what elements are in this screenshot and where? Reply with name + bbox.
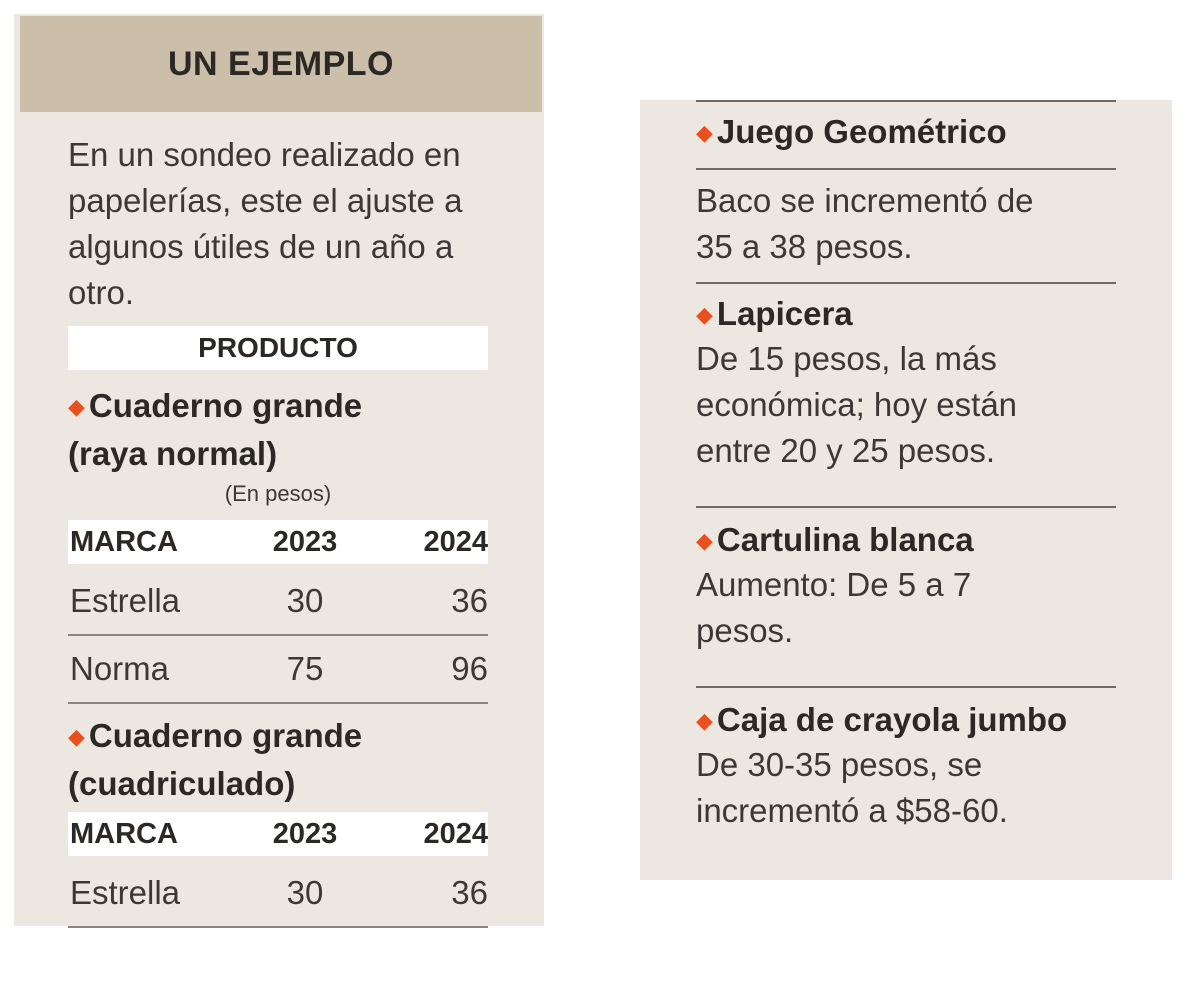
item-line: Baco se incrementó de	[696, 182, 1034, 219]
cell-2024: 36	[451, 582, 488, 619]
item-description: De 30-35 pesos, se incrementó a $58-60.	[696, 742, 1156, 834]
product-title-line1: Cuaderno grande	[88, 717, 363, 754]
unit-note: (En pesos)	[224, 481, 332, 506]
header-year-2024: 2024	[423, 817, 488, 850]
header-year-2023: 2023	[272, 525, 338, 558]
product-title-line2: (cuadriculado)	[68, 765, 296, 802]
table-row: Norma 75 96	[68, 636, 488, 704]
bullet-icon: ◆	[696, 302, 713, 327]
divider	[696, 506, 1116, 508]
cell-2024: 96	[451, 650, 488, 687]
product-title-grid-notebook: ◆ Cuaderno grande (cuadriculado)	[68, 714, 508, 806]
item-line: De 15 pesos, la más	[696, 340, 997, 377]
item-title-text: Juego Geométrico	[716, 113, 1007, 150]
product-title-line1: Cuaderno grande	[88, 387, 363, 424]
header-title: UN EJEMPLO	[167, 44, 395, 83]
item-title: ◆ Caja de crayola jumbo	[696, 698, 1156, 746]
item-title: ◆ Juego Geométrico	[696, 110, 1156, 158]
item-line: 35 a 38 pesos.	[696, 228, 913, 265]
cell-2023: 75	[286, 650, 324, 687]
product-label: PRODUCTO	[68, 326, 488, 370]
item-line: De 30-35 pesos, se	[696, 746, 983, 783]
cell-2023: 30	[286, 874, 324, 911]
bullet-icon: ◆	[68, 394, 85, 419]
cell-2023: 30	[286, 582, 324, 619]
item-line: económica; hoy están	[696, 386, 1018, 423]
item-title-text: Lapicera	[716, 295, 853, 332]
item-line: Aumento: De 5 a 7	[696, 566, 972, 603]
item-title-text: Caja de crayola jumbo	[716, 701, 1068, 738]
item-line: pesos.	[696, 612, 794, 649]
item-title: ◆ Lapicera	[696, 292, 1156, 340]
cell-brand: Estrella	[70, 874, 181, 911]
table-row: Estrella 30 36	[68, 860, 488, 928]
item-line: incrementó a $58-60.	[696, 792, 1008, 829]
cell-brand: Estrella	[70, 582, 181, 619]
cell-2024: 36	[451, 874, 488, 911]
divider	[696, 168, 1116, 170]
left-info-panel: UN EJEMPLO En un sondeo realizado en pap…	[14, 14, 544, 928]
header-year-2023: 2023	[272, 817, 338, 850]
bullet-icon: ◆	[696, 120, 713, 145]
divider	[696, 686, 1116, 688]
bullet-icon: ◆	[696, 528, 713, 553]
item-description: De 15 pesos, la más económica; hoy están…	[696, 336, 1156, 474]
header-brand: MARCA	[70, 525, 178, 558]
table-header: MARCA 2023 2024	[68, 520, 488, 564]
divider	[696, 100, 1116, 102]
item-line: entre 20 y 25 pesos.	[696, 432, 996, 469]
item-title-text: Cartulina blanca	[716, 521, 974, 558]
item-description: Baco se incrementó de 35 a 38 pesos.	[696, 178, 1156, 270]
product-title-ruled-notebook: ◆ Cuaderno grande (raya normal)	[68, 384, 508, 476]
header-year-2024: 2024	[423, 525, 488, 558]
table-header: MARCA 2023 2024	[68, 812, 488, 856]
table-row: Estrella 30 36	[68, 568, 488, 636]
item-title: ◆ Cartulina blanca	[696, 518, 1156, 566]
divider	[696, 282, 1116, 284]
bullet-icon: ◆	[68, 724, 85, 749]
item-description: Aumento: De 5 a 7 pesos.	[696, 562, 1156, 654]
product-title-line2: (raya normal)	[68, 435, 278, 472]
cell-brand: Norma	[70, 650, 170, 687]
bullet-icon: ◆	[696, 708, 713, 733]
header-brand: MARCA	[70, 817, 178, 850]
intro-text: En un sondeo realizado en papelerías, es…	[68, 136, 463, 311]
panel-header: UN EJEMPLO	[20, 16, 542, 112]
right-info-panel: ◆ Juego Geométrico Baco se incrementó de …	[640, 100, 1172, 880]
